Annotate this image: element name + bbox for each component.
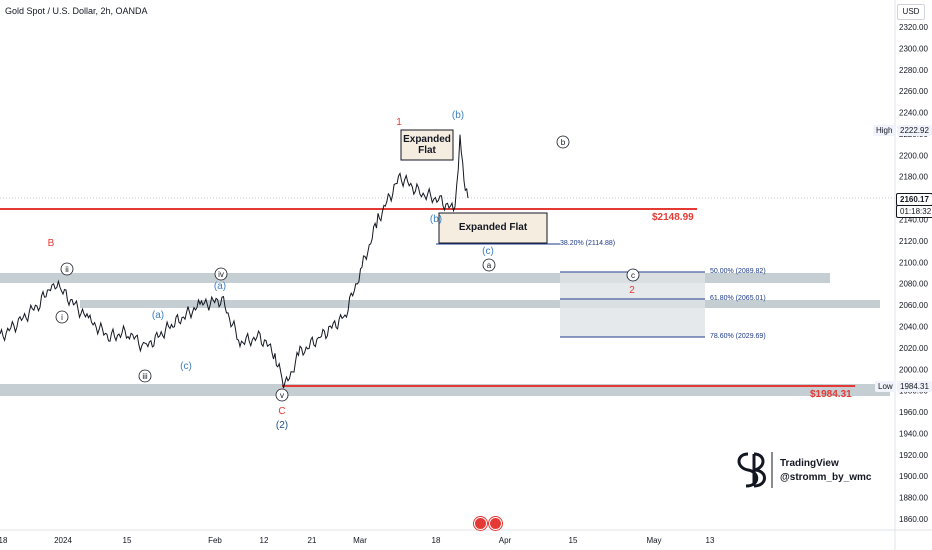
time-tick-label: 2024 — [54, 536, 72, 545]
time-tick-label: Mar — [353, 536, 367, 545]
wave-label: (a) — [214, 281, 226, 292]
expanded-flat-label-1: Expanded Flat — [403, 134, 451, 156]
expanded-flat-box-2 — [438, 212, 548, 244]
high-value: 2222.92 — [897, 125, 932, 136]
high-label: High — [873, 125, 896, 136]
price-tick-label: 2000.00 — [899, 365, 928, 374]
wave-label: (c) — [482, 246, 494, 257]
low-label: Low — [875, 381, 896, 392]
price-tick-label: 2120.00 — [899, 237, 928, 246]
wave-label-circle — [275, 388, 289, 402]
brand-name: TradingView — [780, 458, 839, 469]
fib-label-786: 78.60% (2029.69) — [710, 333, 766, 340]
time-tick-label: 18 — [432, 536, 441, 545]
fib-label-618: 61.80% (2065.01) — [710, 295, 766, 302]
time-tick-label: May — [646, 536, 661, 545]
countdown: 01:18:32 — [896, 205, 932, 218]
chart-title: Gold Spot / U.S. Dollar, 2h, OANDA — [5, 6, 148, 16]
price-tick-label: 2240.00 — [899, 109, 928, 118]
wave-label: b — [561, 138, 566, 147]
wave-label-circle — [626, 268, 640, 282]
wave-label-circle — [214, 267, 228, 281]
wave-label-circle — [55, 310, 69, 324]
wave-label: v — [280, 391, 284, 400]
wave-label-circle — [138, 369, 152, 383]
price-tick-label: 2280.00 — [899, 66, 928, 75]
wave-label-circle — [60, 262, 74, 276]
time-tick-label: 15 — [569, 536, 578, 545]
wave-label: 2 — [629, 285, 635, 296]
price-tick-label: 2300.00 — [899, 44, 928, 53]
fib-zone — [560, 272, 705, 337]
price-tick-label: 1960.00 — [899, 408, 928, 417]
currency-button[interactable]: USD — [897, 4, 925, 20]
wave-label: (b) — [430, 214, 442, 225]
price-tick-label: 1940.00 — [899, 429, 928, 438]
price-tick-label: 1920.00 — [899, 451, 928, 460]
us-flag-event-icon-1[interactable] — [474, 517, 487, 530]
price-tick-label: 2260.00 — [899, 87, 928, 96]
price-tick-label: 2140.00 — [899, 216, 928, 225]
wave-label: iii — [142, 372, 148, 381]
price-tick-label: 2200.00 — [899, 151, 928, 160]
wave-label: (b) — [452, 110, 464, 121]
wave-label: c — [631, 271, 635, 280]
wave-label: C — [278, 406, 285, 417]
wave-label: a — [487, 261, 492, 270]
fib-label-382: 38.20% (2114.88) — [560, 240, 616, 247]
wave-label: 1 — [396, 117, 402, 128]
wave-label: ii — [65, 265, 69, 274]
time-tick-label: Feb — [208, 536, 222, 545]
lower-red-level-label: $1984.31 — [810, 389, 852, 400]
resistance-band-middle — [80, 300, 880, 308]
time-tick-label: 13 — [706, 536, 715, 545]
price-tick-label: 2060.00 — [899, 301, 928, 310]
wave-label: i — [61, 313, 63, 322]
low-value: 1984.31 — [897, 381, 932, 392]
price-tick-label: 1900.00 — [899, 472, 928, 481]
sb-logo-icon — [737, 452, 773, 488]
wave-label: (c) — [180, 361, 192, 372]
price-tick-label: 2020.00 — [899, 344, 928, 353]
price-tick-label: 2100.00 — [899, 258, 928, 267]
time-tick-label: 15 — [123, 536, 132, 545]
time-tick-label: 18 — [0, 536, 8, 545]
wave-label: (a) — [152, 310, 164, 321]
author-handle: @stromm_by_wmc — [780, 472, 872, 483]
price-tick-label: 1860.00 — [899, 515, 928, 524]
resistance-band-upper — [0, 273, 830, 283]
upper-red-level-label: $2148.99 — [652, 212, 694, 223]
fib-label-500: 50.00% (2089.82) — [710, 268, 766, 275]
wave-label-circle — [482, 258, 496, 272]
time-tick-label: 12 — [260, 536, 269, 545]
wave-label: B — [48, 238, 55, 249]
price-tick-label: 2040.00 — [899, 322, 928, 331]
time-tick-label: 21 — [308, 536, 317, 545]
wave-label: (2) — [276, 420, 288, 431]
price-tick-label: 2180.00 — [899, 173, 928, 182]
price-tick-label: 1880.00 — [899, 494, 928, 503]
price-series — [0, 134, 469, 389]
wave-label: iv — [218, 270, 224, 279]
us-flag-event-icon-2[interactable] — [489, 517, 502, 530]
expanded-flat-label-2: Expanded Flat — [458, 222, 528, 233]
wave-label-circle — [556, 135, 570, 149]
price-tick-label: 2080.00 — [899, 280, 928, 289]
time-tick-label: Apr — [499, 536, 512, 545]
price-tick-label: 2320.00 — [899, 23, 928, 32]
expanded-flat-box-1 — [400, 129, 454, 161]
